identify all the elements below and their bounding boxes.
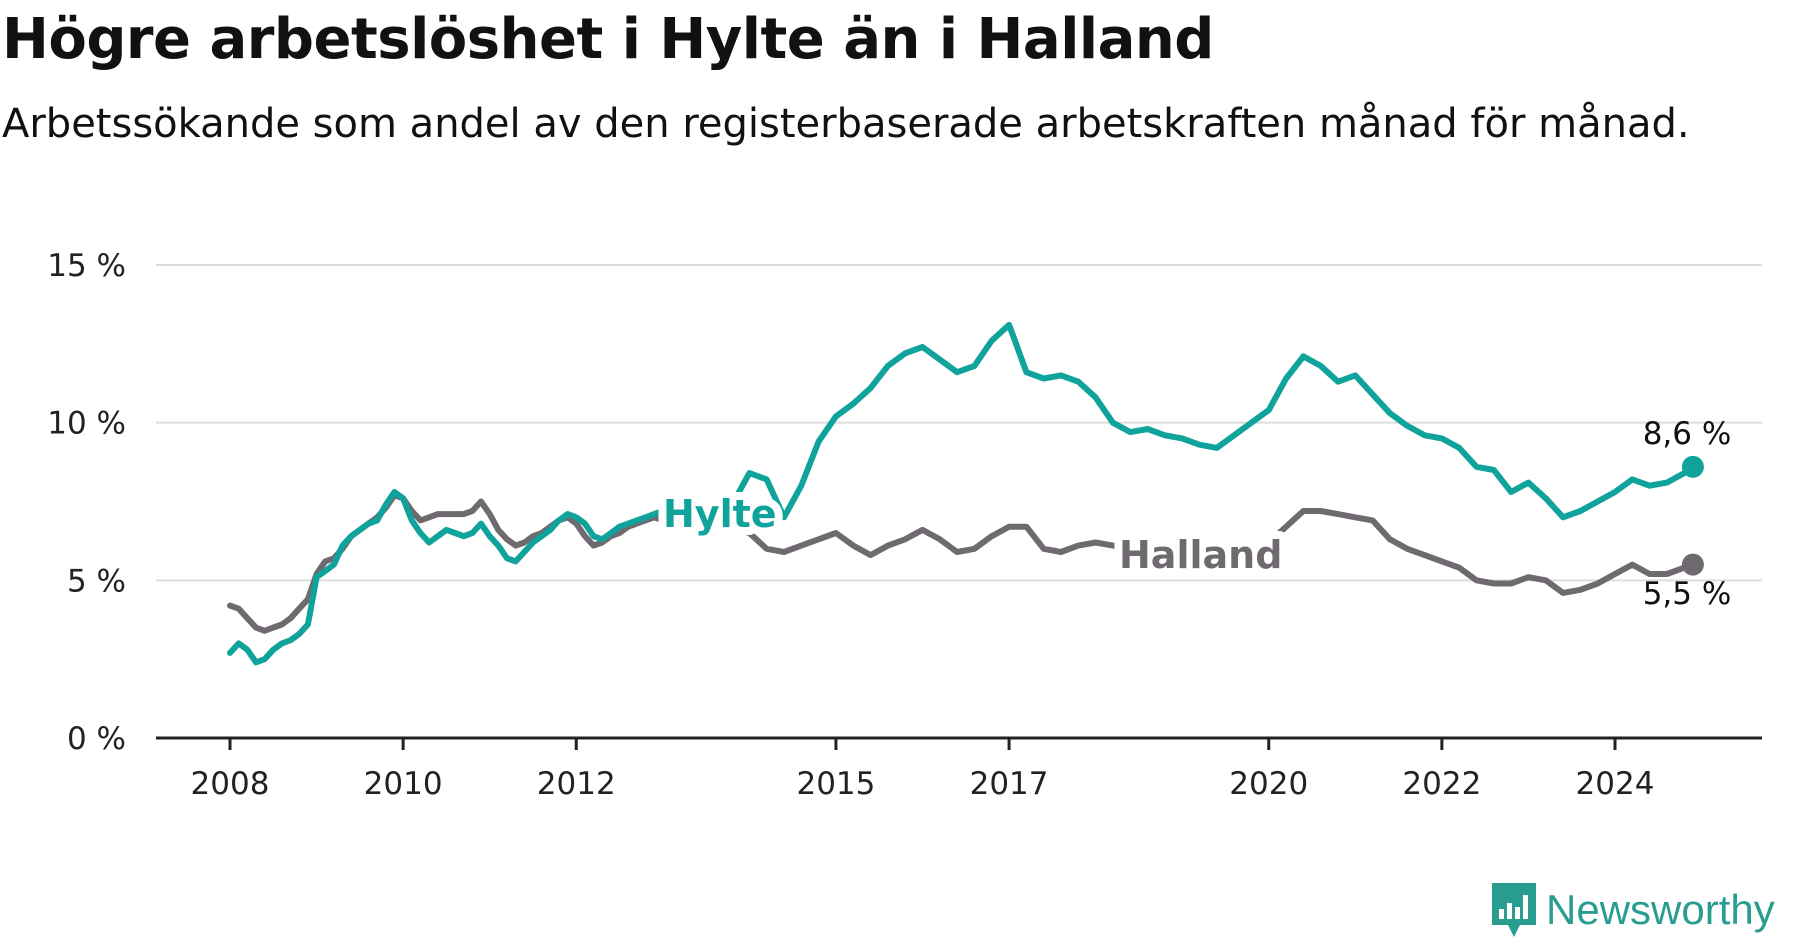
x-tick-label: 2017 <box>970 766 1049 802</box>
y-tick-label: 0 % <box>67 721 126 757</box>
x-tick-label: 2024 <box>1576 766 1655 802</box>
y-tick-label: 15 % <box>47 248 126 284</box>
newsworthy-icon <box>1492 883 1536 937</box>
x-tick-label: 2008 <box>191 766 270 802</box>
series-label-hylte-halo: Hylte <box>663 492 777 536</box>
x-tick-label: 2022 <box>1402 766 1481 802</box>
series-line-hylte <box>227 321 1696 666</box>
end-label-halland: 5,5 % <box>1643 576 1732 612</box>
chart-title: Högre arbetslöshet i Hylte än i Halland <box>2 7 1214 72</box>
x-axis-ticks: 2008 2010 2012 2015 2017 2020 2022 2024 <box>156 736 1762 802</box>
end-label-hylte: 8,6 % <box>1643 416 1732 452</box>
x-tick-label: 2012 <box>537 766 616 802</box>
brand-name: Newsworthy <box>1546 886 1775 933</box>
line-chart: 0 %5 %10 %15 % 2008 2010 2012 2015 2017 2020 2… <box>47 248 1762 802</box>
y-axis-ticks: 0 % 5 % 10 % 15 % <box>47 248 126 757</box>
end-point-halland <box>1681 553 1704 576</box>
y-tick-label: 5 % <box>67 563 126 599</box>
chart-subtitle: Arbetssökande som andel av den registerb… <box>2 101 1690 147</box>
y-tick-label: 10 % <box>47 406 126 442</box>
x-tick-label: 2015 <box>796 766 875 802</box>
end-point-hylte <box>1681 455 1704 478</box>
newsworthy-logo: Newsworthy <box>1490 880 1775 940</box>
gridlines <box>156 264 1762 582</box>
x-tick-label: 2020 <box>1229 766 1308 802</box>
series-label-hylte-text: Hylte <box>663 492 777 536</box>
series-label-halland-halo: Halland <box>1119 533 1282 577</box>
series-line-halland <box>227 492 1696 634</box>
series-lines <box>227 321 1704 666</box>
series-label-halland-text: Halland <box>1119 533 1282 577</box>
x-tick-label: 2010 <box>364 766 443 802</box>
